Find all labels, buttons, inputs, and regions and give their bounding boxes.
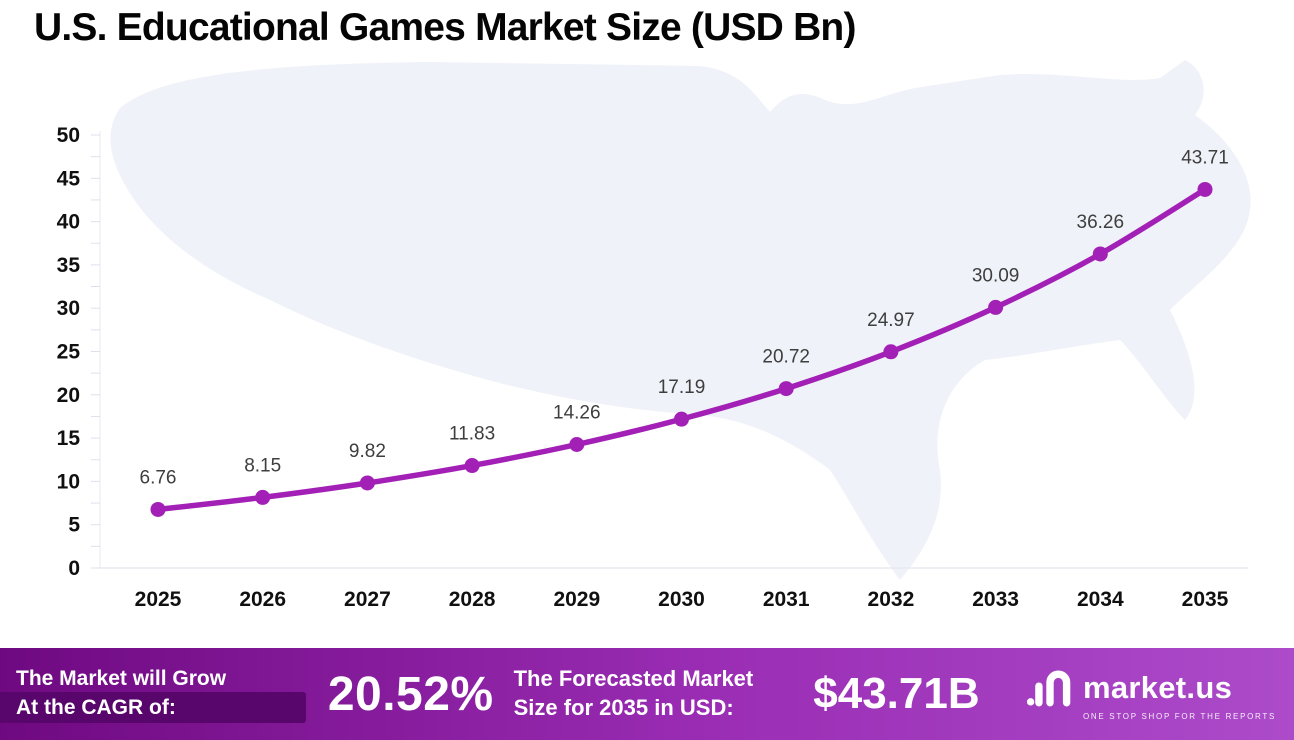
x-axis-label: 2032	[868, 588, 915, 611]
y-axis-label: 20	[57, 384, 80, 407]
market-us-logo-icon	[1026, 670, 1071, 707]
us-map-background	[110, 60, 1251, 580]
y-axis-label: 10	[57, 470, 80, 493]
x-axis-label: 2035	[1182, 588, 1229, 611]
data-label: 36.26	[1077, 212, 1125, 233]
forecast-label: The Forecasted Market Size for 2035 in U…	[514, 665, 754, 722]
x-axis-label: 2033	[972, 588, 1019, 611]
cagr-label-line1: The Market will Grow	[16, 666, 227, 690]
x-axis-label: 2031	[763, 588, 810, 611]
data-label: 30.09	[972, 265, 1020, 286]
brand-name: market.us	[1082, 670, 1233, 705]
data-point	[778, 381, 794, 397]
x-axis-label: 2030	[658, 588, 705, 611]
x-axis-label: 2026	[239, 588, 286, 611]
y-axis-label: 50	[57, 124, 80, 147]
cagr-label-line2: At the CAGR of:	[0, 692, 306, 724]
data-label: 14.26	[553, 403, 601, 424]
chart-title: U.S. Educational Games Market Size (USD …	[34, 6, 856, 49]
data-point	[464, 458, 480, 474]
data-point	[1197, 181, 1213, 197]
brand-tagline: ONE STOP SHOP FOR THE REPORTS	[1082, 712, 1276, 721]
data-label: 24.97	[867, 310, 915, 331]
data-label: 9.82	[349, 441, 386, 462]
y-axis-label: 5	[68, 514, 80, 537]
data-point	[988, 299, 1004, 315]
y-axis-label: 0	[68, 557, 80, 580]
data-label: 8.15	[244, 455, 281, 476]
data-point	[883, 344, 899, 360]
cagr-value: 20.52%	[327, 667, 494, 721]
x-axis-label: 2025	[135, 588, 182, 611]
x-axis-label: 2028	[449, 588, 496, 611]
forecast-label-line2: Size for 2035 in USD:	[513, 695, 734, 720]
data-label: 6.76	[140, 467, 177, 488]
x-axis-label: 2029	[553, 588, 600, 611]
forecast-label-line1: The Forecasted Market	[513, 666, 754, 692]
data-point	[674, 411, 689, 427]
y-axis-label: 25	[57, 341, 81, 364]
brand-block: market.us ONE STOP SHOP FOR THE REPORTS	[1026, 667, 1276, 721]
y-axis-label: 15	[57, 427, 81, 450]
x-axis-label: 2027	[344, 588, 391, 611]
data-point	[255, 489, 271, 505]
data-label: 20.72	[762, 347, 810, 368]
data-point	[1092, 246, 1108, 262]
data-label: 17.19	[658, 377, 706, 398]
data-point	[359, 475, 375, 491]
data-label: 43.71	[1181, 147, 1229, 168]
data-point	[569, 437, 585, 453]
y-axis-label: 45	[57, 167, 81, 190]
forecast-value: $43.71B	[813, 669, 980, 718]
cagr-label: The Market will Grow At the CAGR of:	[0, 665, 306, 724]
data-point	[150, 501, 166, 517]
data-label: 11.83	[449, 424, 495, 445]
footer-banner: The Market will Grow At the CAGR of: 20.…	[0, 648, 1294, 740]
x-axis-label: 2034	[1077, 588, 1124, 611]
y-axis-label: 30	[57, 297, 80, 320]
y-axis-label: 35	[57, 254, 81, 277]
y-axis-label: 40	[57, 211, 80, 234]
